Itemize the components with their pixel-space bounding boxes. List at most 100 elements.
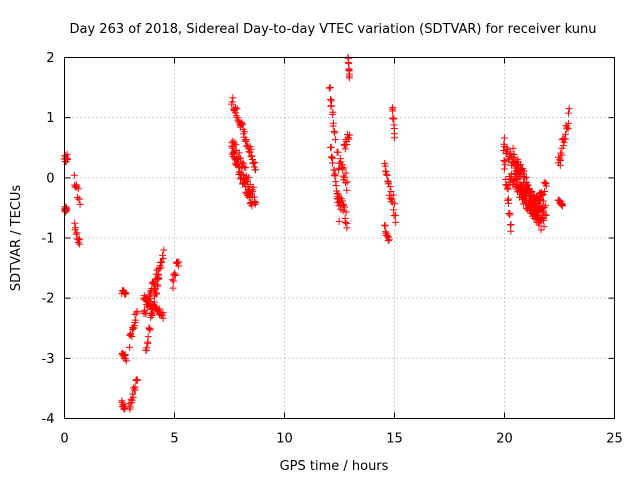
- data-point: [72, 230, 80, 238]
- data-point: [542, 202, 550, 210]
- y-tick-label: -2: [42, 292, 55, 307]
- data-point: [170, 277, 178, 285]
- x-tick-label: 25: [606, 432, 623, 447]
- data-point: [542, 211, 550, 219]
- data-point: [390, 134, 398, 142]
- data-point: [248, 202, 256, 210]
- data-point: [122, 357, 130, 365]
- data-point: [510, 150, 518, 158]
- data-point: [76, 200, 84, 208]
- data-point: [75, 195, 83, 203]
- data-point: [130, 322, 138, 330]
- data-point: [334, 148, 342, 156]
- data-point: [521, 193, 529, 201]
- data-point: [74, 193, 82, 201]
- data-point: [540, 178, 548, 186]
- data-point: [242, 164, 250, 172]
- data-point: [389, 191, 397, 199]
- data-point: [331, 129, 339, 137]
- data-point: [247, 198, 255, 206]
- data-point: [507, 227, 515, 235]
- data-point: [556, 157, 564, 165]
- data-point: [516, 184, 524, 192]
- data-point: [241, 178, 249, 186]
- data-point: [240, 179, 248, 187]
- data-point: [246, 142, 254, 150]
- data-point: [506, 175, 514, 183]
- data-point: [341, 203, 349, 211]
- data-point: [540, 223, 548, 231]
- data-point: [245, 173, 253, 181]
- data-point: [230, 149, 238, 157]
- data-point: [345, 74, 353, 82]
- data-point: [515, 161, 523, 169]
- y-tick-label: -1: [42, 232, 55, 247]
- data-point: [507, 220, 515, 228]
- data-point: [64, 156, 72, 164]
- x-tick-label: 0: [60, 432, 68, 447]
- y-tick-label: 0: [46, 171, 54, 186]
- data-point: [143, 344, 151, 352]
- data-points: [60, 53, 573, 413]
- data-point: [144, 333, 152, 341]
- data-point: [514, 175, 522, 183]
- data-point: [251, 200, 259, 208]
- data-point: [157, 264, 165, 272]
- data-point: [558, 151, 566, 159]
- data-point: [381, 228, 389, 236]
- data-point: [122, 290, 130, 298]
- data-point: [390, 206, 398, 214]
- data-point: [159, 255, 167, 263]
- data-point: [528, 187, 536, 195]
- data-point: [73, 183, 81, 191]
- data-point: [250, 159, 258, 167]
- data-point: [328, 97, 336, 105]
- data-point: [329, 119, 337, 127]
- data-point: [565, 105, 573, 113]
- data-point: [539, 191, 547, 199]
- y-tick-label: -3: [42, 352, 55, 367]
- data-point: [159, 251, 167, 259]
- data-point: [147, 288, 155, 296]
- data-point: [126, 403, 134, 411]
- data-point: [343, 224, 351, 232]
- data-point: [239, 175, 247, 183]
- chart-title: Day 263 of 2018, Sidereal Day-to-day VTE…: [70, 22, 597, 37]
- data-point: [128, 332, 136, 340]
- data-point: [500, 165, 508, 173]
- data-point: [387, 187, 395, 195]
- data-point: [540, 203, 548, 211]
- data-point: [504, 185, 512, 193]
- data-point: [343, 186, 351, 194]
- data-point: [500, 134, 508, 142]
- data-point: [384, 232, 392, 240]
- data-point: [76, 240, 84, 248]
- data-point: [62, 208, 70, 216]
- data-point: [510, 154, 518, 162]
- data-point: [507, 149, 515, 157]
- data-point: [175, 262, 183, 270]
- data-point: [75, 236, 83, 244]
- data-point: [168, 276, 176, 284]
- data-point: [386, 183, 394, 191]
- data-point: [517, 161, 525, 169]
- x-tick-label: 5: [170, 432, 178, 447]
- data-point: [563, 123, 571, 131]
- data-point: [238, 119, 246, 127]
- data-point: [233, 105, 241, 113]
- data-point: [160, 246, 168, 254]
- x-tick-label: 20: [496, 432, 513, 447]
- data-point: [520, 167, 528, 175]
- data-point: [392, 218, 400, 226]
- data-point: [504, 199, 512, 207]
- data-point: [509, 144, 517, 152]
- data-point: [500, 157, 508, 165]
- data-point: [535, 200, 543, 208]
- data-point: [251, 158, 259, 166]
- y-axis-label: SDTVAR / TECUs: [9, 185, 24, 292]
- data-point: [142, 310, 150, 318]
- x-axis-label: GPS time / hours: [280, 459, 389, 474]
- data-point: [229, 94, 237, 102]
- y-tick-label: 2: [46, 51, 54, 66]
- data-point: [154, 274, 162, 282]
